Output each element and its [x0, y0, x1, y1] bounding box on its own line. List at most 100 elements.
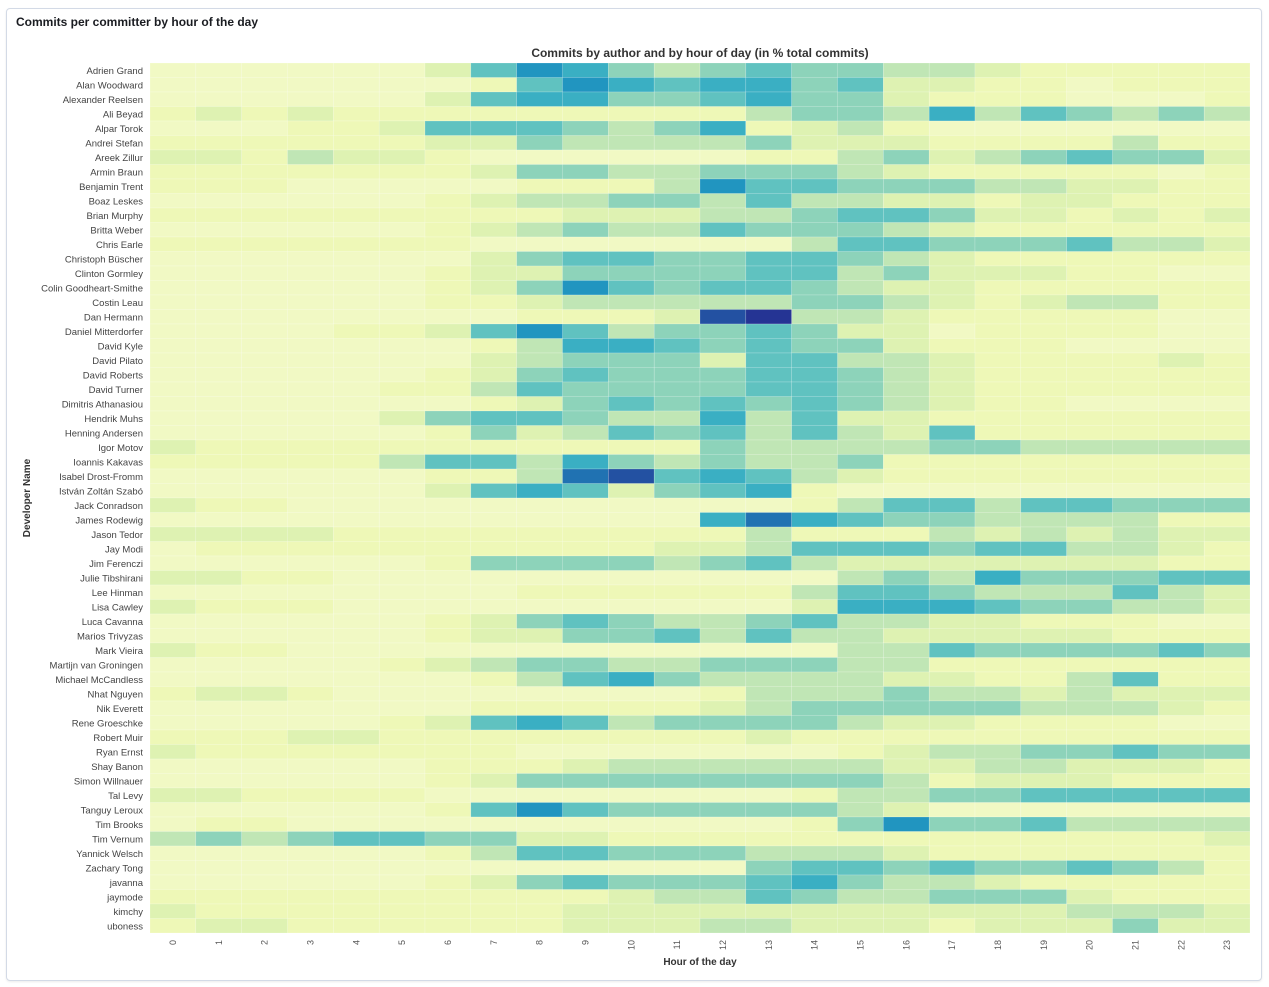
heatmap-cell[interactable] [241, 889, 288, 905]
heatmap-cell[interactable] [1112, 338, 1159, 354]
heatmap-cell[interactable] [333, 120, 380, 136]
heatmap-cell[interactable] [333, 77, 380, 93]
heatmap-cell[interactable] [745, 410, 792, 426]
heatmap-cell[interactable] [1020, 816, 1067, 832]
heatmap-cell[interactable] [241, 468, 288, 484]
heatmap-cell[interactable] [378, 135, 426, 151]
heatmap-cell[interactable] [1112, 62, 1159, 78]
heatmap-cell[interactable] [653, 207, 701, 223]
heatmap-cell[interactable] [1020, 700, 1067, 716]
heatmap-cell[interactable] [883, 294, 930, 310]
heatmap-cell[interactable] [149, 642, 197, 658]
heatmap-cell[interactable] [883, 367, 930, 383]
heatmap-cell[interactable] [699, 236, 747, 252]
heatmap-cell[interactable] [195, 425, 242, 441]
heatmap-cell[interactable] [333, 715, 380, 731]
heatmap-cell[interactable] [699, 135, 747, 151]
heatmap-cell[interactable] [149, 352, 197, 368]
heatmap-cell[interactable] [1112, 352, 1159, 368]
heatmap-cell[interactable] [424, 106, 472, 122]
heatmap-cell[interactable] [745, 91, 792, 107]
heatmap-cell[interactable] [424, 700, 472, 716]
heatmap-cell[interactable] [1203, 570, 1251, 586]
heatmap-cell[interactable] [333, 642, 380, 658]
heatmap-cell[interactable] [1066, 367, 1113, 383]
heatmap-cell[interactable] [287, 642, 334, 658]
heatmap-cell[interactable] [241, 541, 288, 557]
heatmap-cell[interactable] [470, 280, 517, 296]
heatmap-cell[interactable] [791, 642, 838, 658]
heatmap-cell[interactable] [424, 309, 472, 325]
heatmap-cell[interactable] [470, 323, 517, 339]
heatmap-cell[interactable] [883, 845, 930, 861]
heatmap-cell[interactable] [424, 584, 472, 600]
heatmap-cell[interactable] [1112, 657, 1159, 673]
heatmap-cell[interactable] [516, 178, 563, 194]
heatmap-cell[interactable] [837, 410, 884, 426]
heatmap-cell[interactable] [333, 773, 380, 789]
heatmap-cell[interactable] [837, 62, 884, 78]
heatmap-cell[interactable] [608, 222, 655, 238]
heatmap-cell[interactable] [1066, 193, 1113, 209]
heatmap-cell[interactable] [1158, 744, 1205, 760]
heatmap-cell[interactable] [378, 381, 426, 397]
heatmap-cell[interactable] [1158, 164, 1205, 180]
heatmap-cell[interactable] [974, 628, 1022, 644]
heatmap-cell[interactable] [791, 918, 838, 934]
heatmap-cell[interactable] [1020, 323, 1067, 339]
heatmap-cell[interactable] [241, 396, 288, 412]
heatmap-cell[interactable] [516, 874, 563, 890]
heatmap-cell[interactable] [1066, 178, 1113, 194]
heatmap-cell[interactable] [837, 91, 884, 107]
heatmap-cell[interactable] [287, 236, 334, 252]
heatmap-cell[interactable] [241, 207, 288, 223]
heatmap-cell[interactable] [562, 541, 609, 557]
heatmap-cell[interactable] [1158, 642, 1205, 658]
heatmap-cell[interactable] [1158, 512, 1205, 528]
heatmap-cell[interactable] [470, 787, 517, 803]
heatmap-cell[interactable] [516, 367, 563, 383]
heatmap-cell[interactable] [378, 613, 426, 629]
heatmap-cell[interactable] [562, 816, 609, 832]
heatmap-cell[interactable] [195, 135, 242, 151]
heatmap-cell[interactable] [241, 439, 288, 455]
heatmap-cell[interactable] [837, 599, 884, 615]
heatmap-cell[interactable] [791, 91, 838, 107]
heatmap-cell[interactable] [470, 773, 517, 789]
heatmap-cell[interactable] [883, 62, 930, 78]
heatmap-cell[interactable] [653, 512, 701, 528]
heatmap-cell[interactable] [791, 613, 838, 629]
heatmap-cell[interactable] [333, 149, 380, 165]
heatmap-cell[interactable] [699, 686, 747, 702]
heatmap-cell[interactable] [470, 613, 517, 629]
heatmap-cell[interactable] [745, 236, 792, 252]
heatmap-cell[interactable] [928, 352, 976, 368]
heatmap-cell[interactable] [333, 497, 380, 513]
heatmap-cell[interactable] [149, 512, 197, 528]
heatmap-cell[interactable] [378, 526, 426, 542]
heatmap-cell[interactable] [1066, 642, 1113, 658]
heatmap-cell[interactable] [516, 468, 563, 484]
heatmap-cell[interactable] [241, 715, 288, 731]
heatmap-cell[interactable] [287, 280, 334, 296]
heatmap-cell[interactable] [883, 729, 930, 745]
heatmap-cell[interactable] [883, 831, 930, 847]
heatmap-cell[interactable] [928, 512, 976, 528]
heatmap-cell[interactable] [516, 628, 563, 644]
heatmap-cell[interactable] [470, 541, 517, 557]
heatmap-cell[interactable] [608, 439, 655, 455]
heatmap-cell[interactable] [1066, 410, 1113, 426]
heatmap-cell[interactable] [1020, 584, 1067, 600]
heatmap-cell[interactable] [699, 889, 747, 905]
heatmap-cell[interactable] [378, 309, 426, 325]
heatmap-cell[interactable] [699, 381, 747, 397]
heatmap-cell[interactable] [241, 106, 288, 122]
heatmap-cell[interactable] [333, 236, 380, 252]
heatmap-cell[interactable] [1020, 773, 1067, 789]
heatmap-cell[interactable] [424, 62, 472, 78]
heatmap-cell[interactable] [974, 236, 1022, 252]
heatmap-cell[interactable] [1066, 439, 1113, 455]
heatmap-cell[interactable] [470, 120, 517, 136]
heatmap-cell[interactable] [974, 396, 1022, 412]
heatmap-cell[interactable] [1112, 265, 1159, 281]
